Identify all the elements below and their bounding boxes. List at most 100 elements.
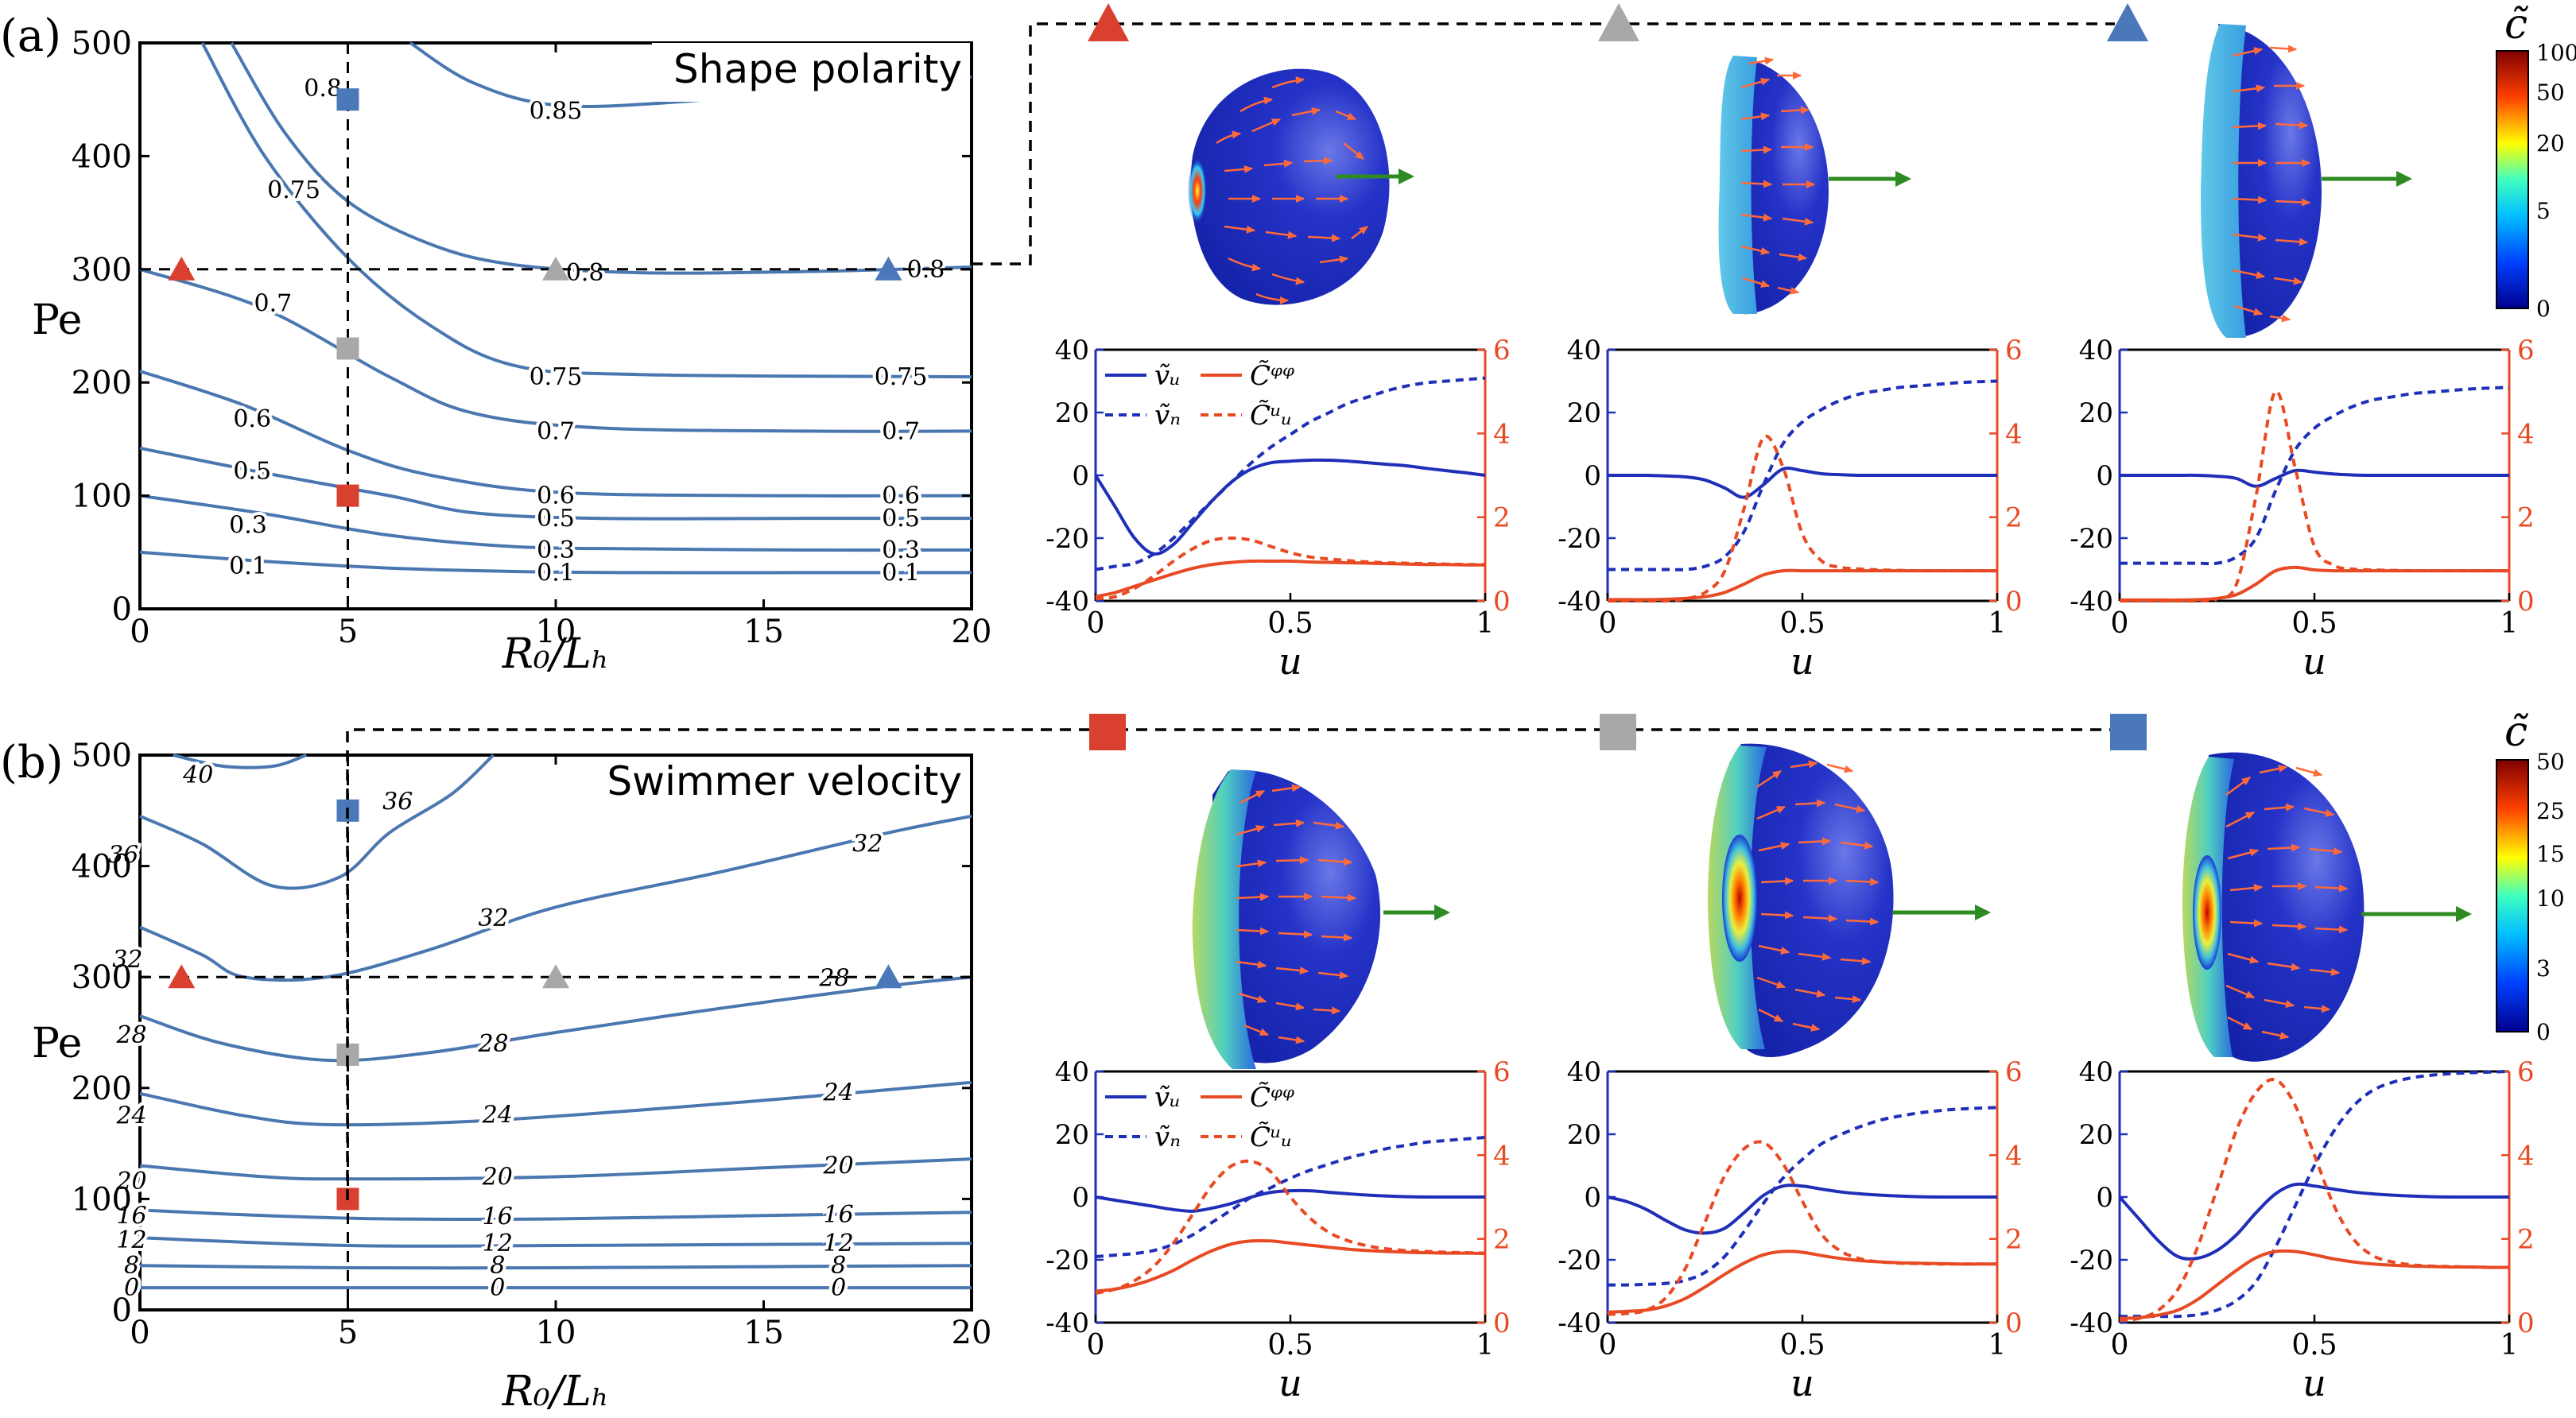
x-tick-label: 0 [130,1315,149,1351]
y-right-tick-label: 0 [1493,1308,1511,1339]
line-plot-b-2: 0 0.5 1 u -40 -20 0 20 40 0 2 4 6 [1558,1056,2022,1404]
y-left-tick-label: 0 [1584,1182,1601,1214]
y-tick-label: 200 [72,365,132,401]
contour-label: 0.85 [530,97,583,125]
y-right-tick-label: 4 [2517,418,2535,450]
series-vn [2120,385,2510,566]
legend-label-cu: C̃ᵘᵤ [1250,400,1292,432]
contour-label: 0.75 [875,363,928,391]
x-tick-label: 0 [130,614,149,650]
contour-label: 0.8 [304,75,342,103]
flow-arrows [1236,784,1357,1044]
marker-blue-triangle [2107,3,2148,41]
y-right-tick-label: 2 [2005,1224,2023,1256]
contour-label: 8 [490,1252,505,1280]
contour-label: 12 [824,1230,854,1257]
series-Cu [2119,389,2509,603]
series-vn [1608,379,1998,571]
contour-label: 24 [823,1079,854,1106]
flow-arrows [2225,765,2349,1040]
connector-markers [1089,714,2147,750]
y-left-tick-label: -40 [1558,586,1601,618]
marker-square [336,88,359,111]
marker-triangle [875,964,902,989]
marker-gray-triangle [1598,3,1639,41]
y-left-tick-label: 20 [1055,1119,1089,1151]
connector-markers [1088,3,2148,41]
contour-label: 28 [818,965,849,993]
x-axis-label: u [1278,1362,1302,1404]
y-left-tick-label: 0 [2096,460,2113,492]
guide-lines [140,43,972,609]
contour-line-36 [139,754,495,890]
contour-labels: 0.850.80.750.70.8 0.80.75 0.750.7 0.70.60.5… [226,72,948,590]
contour-label: 20 [482,1163,513,1191]
contour-label: 0.3 [882,537,920,564]
guide-lines [140,755,972,1310]
x-tick-label: 10 [536,614,576,650]
x-tick-label: 20 [952,1315,992,1351]
x-axis-label: u [1790,640,1814,683]
y-right-tick-label: 2 [1493,502,1511,534]
x-tick-label: 1 [1476,607,1495,640]
body-a-2 [1718,56,1911,315]
contour-label: 12 [116,1226,146,1254]
x-tick-label: 0 [2111,1329,2129,1362]
contour-label: 0.3 [537,537,575,564]
y-left-tick-label: 0 [1072,460,1089,492]
contour-line-0.75 [200,42,972,379]
series-vn [1607,1106,1998,1287]
x-tick-label: 15 [743,1315,784,1351]
x-tick-label: 1 [2500,607,2519,640]
x-axis-label: R₀/Lₕ [502,1368,610,1416]
body-cap [1718,56,1757,314]
contour-line-0.1 [139,550,972,575]
x-tick-label: 0 [1087,607,1105,640]
x-tick-label: 20 [952,614,992,650]
contour-lines [139,754,972,1290]
series-vn [2120,1070,2510,1319]
y-right-tick-label: 0 [2005,586,2023,618]
y-right-tick-label: 2 [2517,502,2535,534]
contour-label: 0.7 [537,417,575,445]
colorbar-label: c̃ [2504,1,2529,48]
contour-label: 36 [382,788,413,816]
x-tick-label: 0 [1087,1329,1105,1362]
body-b-2 [1708,743,1991,1057]
y-left-tick-label: 20 [1055,397,1089,429]
x-tick-label: 5 [338,1315,358,1351]
contour-label: 28 [477,1030,508,1058]
marker-gray-square [1600,714,1636,750]
y-tick-label: 0 [112,591,132,628]
y-right-tick-label: 2 [2517,1224,2535,1256]
body-cap [2201,24,2246,338]
line-plot-b-3: 0 0.5 1 u -40 -20 0 20 40 0 2 4 6 [2070,1056,2534,1404]
title-bg [652,43,970,102]
y-right-tick-label: 6 [1493,1056,1511,1088]
x-tick-label: 0.5 [2291,607,2337,640]
contour-label: 20 [823,1153,854,1180]
y-right-tick-label: 2 [1493,1224,1511,1256]
y-left-tick-label: 20 [2079,1119,2113,1151]
contour-line-0.5 [139,446,972,521]
legend-label-vn: ṽₙ [1154,400,1181,432]
contour-label: 0.7 [882,417,920,445]
y-left-tick-label: 20 [2079,397,2113,429]
series-Cphi [2119,1249,2510,1320]
x-tick-label: 0.5 [1779,607,1825,640]
connector-line [972,22,2115,265]
panel-label: (a) [0,10,61,62]
panel-a: (a) 0.850.80.750.70.8 0.80.75 0.750.7 0.70.… [0,1,2576,683]
series-Cphi [1095,559,1486,599]
flow-arrows [2232,45,2311,323]
x-axis-label: u [1278,640,1302,683]
series-Cu [1607,434,1997,603]
contour-line-0.6 [139,370,972,498]
contour-label: 8 [831,1252,846,1280]
y-left-tick-label: 40 [1567,335,1601,366]
contour-label: 40 [182,761,213,789]
x-tick-label: 10 [536,1315,576,1351]
x-tick-label: 0.5 [1267,607,1313,640]
y-right-tick-label: 4 [2005,418,2023,450]
